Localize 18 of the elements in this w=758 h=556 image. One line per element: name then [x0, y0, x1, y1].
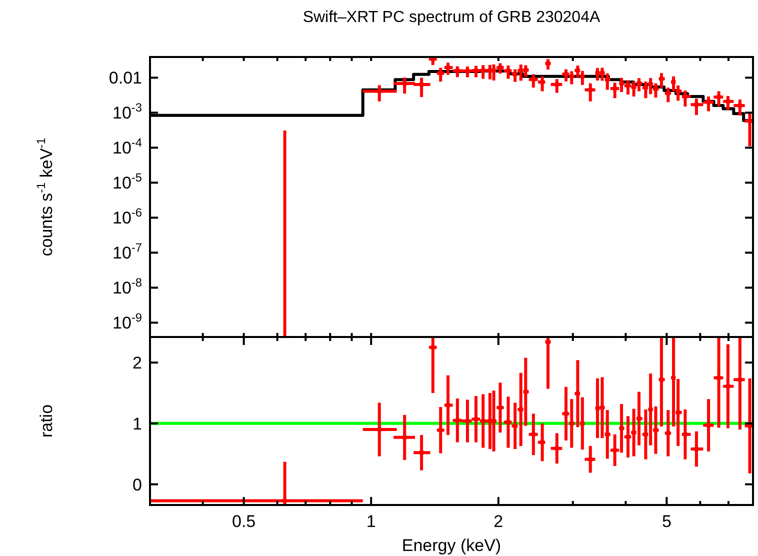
y-axis-title: ratio	[37, 404, 56, 438]
x-tick-label: 0.5	[232, 512, 256, 531]
x-tick-label: 2	[494, 512, 504, 531]
y-tick-label: 1	[132, 414, 142, 434]
y-tick-label: 10$^{-7}$	[112, 240, 142, 263]
y-tick-label: 0	[132, 475, 142, 494]
x-tick-label: 1	[366, 512, 376, 531]
x-tick-label: 5	[662, 512, 672, 531]
y-tick-label: 10$^{-5}$	[112, 170, 142, 193]
y-tick-label: 10$^{-4}$	[112, 136, 142, 158]
y-tick-label: 10$^{-6}$	[112, 206, 142, 228]
y-tick-label: 10$^{-8}$	[112, 276, 142, 298]
y-tick-label: 10$^{-3}$	[112, 100, 142, 123]
y-tick-label: 2	[132, 354, 142, 373]
chart-title: Swift–XRT PC spectrum of GRB 230204A	[302, 9, 600, 26]
y-tick-label: 0.01	[108, 68, 142, 88]
x-axis-title: Energy (keV)	[402, 536, 502, 555]
y-tick-label: 10$^{-9}$	[112, 310, 142, 333]
